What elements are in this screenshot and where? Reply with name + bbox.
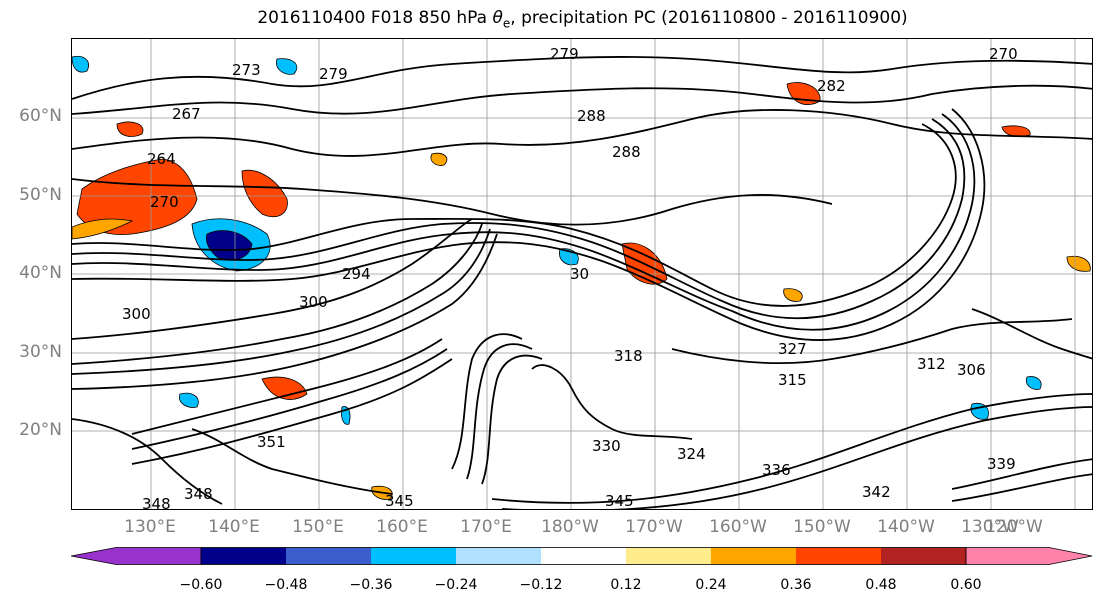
shading-orange-east	[1001, 125, 1031, 137]
colorbar-extend-high	[965, 547, 1093, 565]
lat-label-20n: 20°N	[19, 420, 62, 440]
shading-orange-pacific-2	[1066, 255, 1091, 272]
lon-label-180w: 180°W	[541, 517, 599, 537]
lon-label-140w: 140°W	[877, 517, 935, 537]
lat-label-30n: 30°N	[19, 342, 62, 362]
colorbar-bin	[796, 547, 881, 565]
lon-label-120w: 120°W	[985, 517, 1043, 537]
contour-label: 351	[257, 433, 286, 451]
colorbar-tick-label: −0.36	[349, 577, 393, 593]
colorbar-tick-label: 0.36	[780, 577, 812, 593]
contour-label: 267	[172, 105, 201, 123]
contour-label: 279	[550, 45, 579, 63]
lon-label-150e: 150°E	[292, 517, 344, 537]
title-prefix: 2016110400 F018 850 hPa	[257, 8, 493, 28]
shading-orange-ring	[72, 218, 134, 240]
contour-label: 315	[778, 371, 807, 389]
contour-label: 288	[577, 107, 606, 125]
title-suffix: , precipitation PC (2016110800 - 2016110…	[510, 8, 908, 28]
contour-label: 288	[612, 143, 641, 161]
lon-label-130w: 130°W	[961, 517, 1019, 537]
lat-label-40n: 40°N	[19, 263, 62, 283]
contour-label: 324	[677, 445, 706, 463]
colorbar-bin	[456, 547, 541, 565]
colorbar-bin	[626, 547, 711, 565]
shading-blue-south-1	[179, 392, 199, 408]
colorbar-bin	[201, 547, 286, 565]
colorbar-extend-low	[70, 547, 202, 565]
shading-orange-northwest	[76, 158, 198, 235]
map-title: 2016110400 F018 850 hPa θe, precipitatio…	[0, 8, 1105, 30]
contour-label: 30	[570, 265, 589, 283]
colorbar-tick-label: 0.48	[865, 577, 897, 593]
colorbar-tick-label: −0.48	[264, 577, 308, 593]
graticule	[72, 39, 1092, 509]
lon-label-150w: 150°W	[793, 517, 851, 537]
colorbar-canvas	[70, 547, 1093, 565]
colorbar-tick-label: 0.24	[695, 577, 727, 593]
contour-label: 300	[299, 293, 328, 311]
lon-label-130e: 130°E	[124, 517, 176, 537]
contour-label-layer: 279 279 270 273 267 282 264 288 288 270 …	[122, 45, 1018, 510]
contour-label: 330	[592, 437, 621, 455]
colorbar-tick-label: −0.12	[519, 577, 563, 593]
colorbar-bin	[881, 547, 966, 565]
contour-label: 282	[817, 77, 846, 95]
contour-label: 264	[147, 150, 176, 168]
contour-label: 294	[342, 265, 371, 283]
contour-label: 348	[142, 495, 171, 510]
colorbar-tick-label: −0.24	[434, 577, 478, 593]
colorbar-tick-label: −0.60	[179, 577, 223, 593]
shading-blue-east	[1025, 376, 1042, 390]
shading-orange-pacific-1	[783, 288, 803, 302]
theta-e-contours	[72, 56, 1092, 509]
colorbar-bin	[371, 547, 456, 565]
lon-label-140e: 140°E	[208, 517, 260, 537]
shading-blue-northwest	[72, 55, 89, 73]
shading-red-japan	[241, 169, 288, 218]
shading-blue-okhotsk	[276, 58, 298, 75]
contour-label: 348	[184, 485, 213, 503]
contour-label: 270	[150, 193, 179, 211]
contour-label: 270	[989, 45, 1018, 63]
map-canvas: 279 279 270 273 267 282 264 288 288 270 …	[72, 39, 1092, 510]
contour-label: 300	[122, 305, 151, 323]
colorbar-tick-label: 0.60	[950, 577, 982, 593]
contour-label: 339	[987, 455, 1016, 473]
contour-label: 327	[778, 340, 807, 358]
contour-label: 318	[614, 347, 643, 365]
contour-label: 342	[862, 483, 891, 501]
lon-label-160e: 160°E	[376, 517, 428, 537]
shading-orange-scattered-2	[430, 152, 448, 166]
map-panel: 279 279 270 273 267 282 264 288 288 270 …	[71, 38, 1093, 510]
lat-label-50n: 50°N	[19, 185, 62, 205]
contour-label: 312	[917, 355, 946, 373]
lon-label-170w: 170°W	[625, 517, 683, 537]
lon-label-160w: 160°W	[709, 517, 767, 537]
title-subscript: e	[502, 16, 511, 31]
colorbar	[70, 547, 1093, 569]
shading-navy-japan-sea	[206, 230, 253, 261]
colorbar-bin	[541, 547, 626, 565]
contour-label: 273	[232, 61, 261, 79]
contour-label: 306	[957, 361, 986, 379]
contour-label: 279	[319, 65, 348, 83]
colorbar-outline	[200, 547, 967, 565]
lat-label-60n: 60°N	[19, 106, 62, 126]
title-theta-symbol: θ	[492, 8, 503, 28]
shading-orange-scattered-1	[116, 121, 144, 137]
contour-label: 345	[605, 492, 634, 510]
colorbar-tick-label: 0.12	[610, 577, 642, 593]
colorbar-bin	[711, 547, 796, 565]
lon-label-170e: 170°E	[460, 517, 512, 537]
contour-label: 345	[385, 492, 414, 510]
contour-label: 336	[762, 461, 791, 479]
colorbar-bin	[286, 547, 371, 565]
